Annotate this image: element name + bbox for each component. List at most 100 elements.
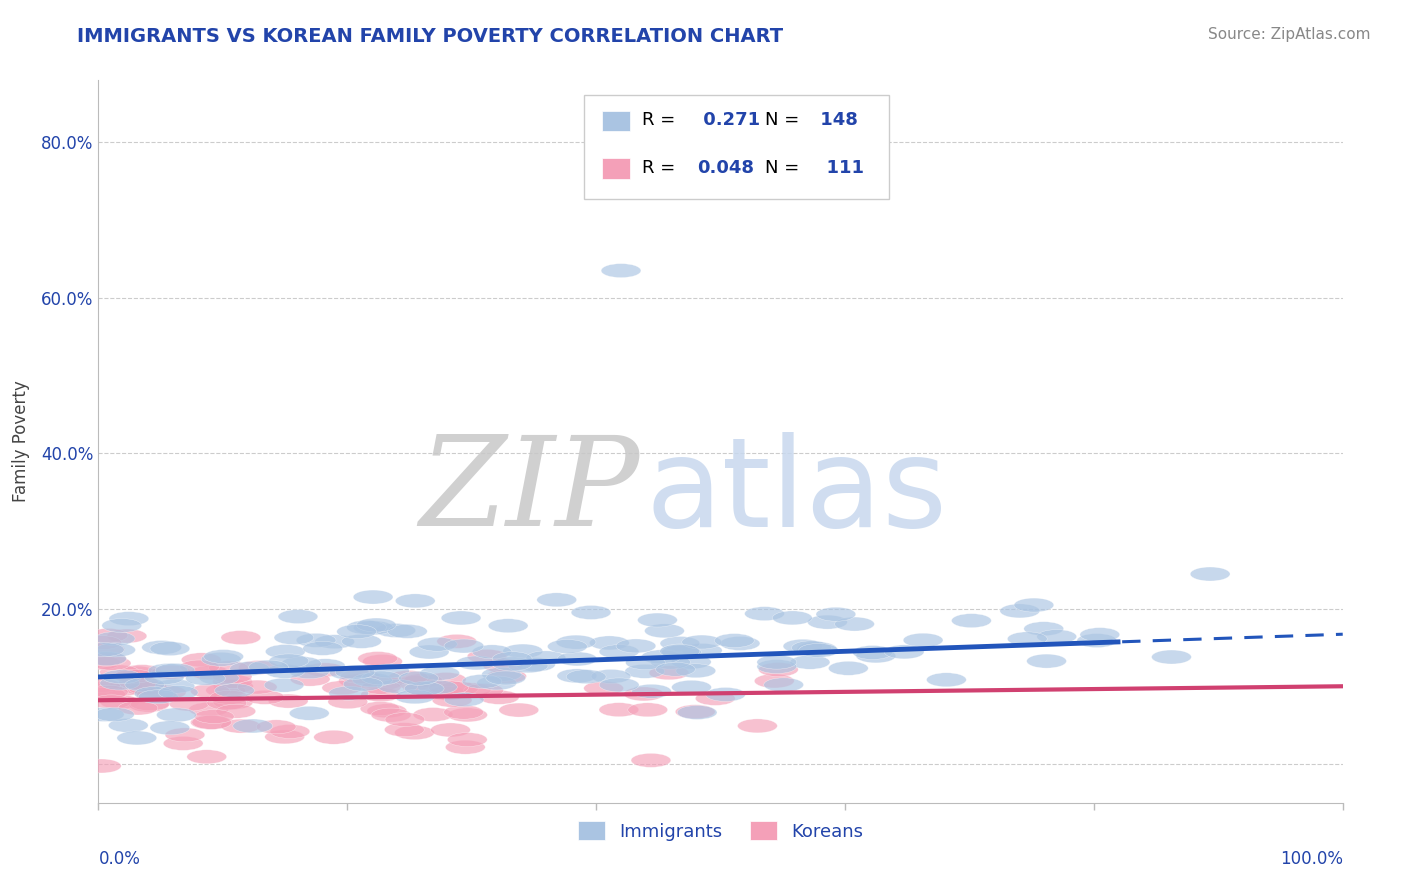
Ellipse shape — [214, 696, 253, 709]
Ellipse shape — [567, 670, 606, 683]
FancyBboxPatch shape — [583, 95, 889, 200]
Ellipse shape — [676, 664, 716, 678]
Ellipse shape — [297, 633, 336, 648]
Ellipse shape — [238, 680, 277, 694]
Ellipse shape — [245, 690, 284, 705]
Ellipse shape — [274, 631, 314, 645]
Ellipse shape — [756, 655, 797, 669]
Ellipse shape — [361, 688, 401, 702]
Ellipse shape — [557, 669, 596, 683]
Ellipse shape — [134, 687, 174, 700]
Text: R =: R = — [643, 159, 675, 177]
Ellipse shape — [87, 688, 127, 702]
Ellipse shape — [503, 644, 543, 658]
Ellipse shape — [108, 718, 148, 732]
Ellipse shape — [370, 664, 409, 678]
Ellipse shape — [86, 687, 125, 701]
Ellipse shape — [628, 703, 668, 717]
Ellipse shape — [446, 740, 485, 754]
Ellipse shape — [856, 648, 896, 663]
Ellipse shape — [339, 673, 378, 688]
Ellipse shape — [305, 663, 344, 677]
Ellipse shape — [599, 703, 638, 716]
Ellipse shape — [444, 706, 484, 719]
Ellipse shape — [101, 670, 142, 684]
Ellipse shape — [208, 661, 249, 675]
Ellipse shape — [661, 644, 700, 658]
Ellipse shape — [239, 660, 278, 674]
Ellipse shape — [682, 643, 723, 657]
Ellipse shape — [799, 643, 838, 657]
Ellipse shape — [194, 709, 235, 723]
Ellipse shape — [659, 644, 700, 658]
Ellipse shape — [420, 666, 460, 681]
Ellipse shape — [589, 636, 630, 650]
Ellipse shape — [807, 615, 848, 629]
Ellipse shape — [329, 665, 370, 680]
Text: 111: 111 — [814, 159, 863, 177]
Ellipse shape — [100, 665, 139, 679]
Ellipse shape — [616, 639, 655, 653]
Ellipse shape — [150, 721, 190, 735]
Ellipse shape — [792, 640, 831, 655]
Ellipse shape — [94, 707, 135, 722]
Ellipse shape — [404, 681, 443, 696]
Ellipse shape — [371, 708, 411, 722]
Ellipse shape — [557, 652, 598, 666]
Ellipse shape — [84, 707, 124, 722]
Ellipse shape — [169, 697, 209, 711]
Ellipse shape — [508, 659, 548, 673]
Ellipse shape — [659, 636, 700, 650]
Ellipse shape — [290, 665, 329, 679]
Ellipse shape — [557, 635, 596, 649]
Ellipse shape — [266, 645, 305, 658]
Ellipse shape — [89, 629, 128, 642]
Ellipse shape — [91, 657, 131, 670]
Ellipse shape — [138, 690, 179, 704]
Text: 0.048: 0.048 — [697, 159, 754, 177]
Ellipse shape — [122, 665, 162, 679]
Ellipse shape — [884, 645, 924, 659]
Ellipse shape — [903, 633, 943, 648]
Ellipse shape — [269, 694, 308, 708]
Ellipse shape — [429, 681, 468, 695]
Ellipse shape — [395, 594, 434, 607]
Ellipse shape — [641, 650, 681, 664]
Ellipse shape — [101, 618, 142, 632]
Ellipse shape — [212, 670, 252, 683]
Ellipse shape — [720, 636, 761, 650]
Ellipse shape — [204, 649, 243, 664]
Ellipse shape — [125, 678, 165, 691]
Ellipse shape — [314, 731, 353, 744]
Ellipse shape — [678, 706, 717, 720]
Ellipse shape — [626, 656, 665, 670]
Ellipse shape — [952, 614, 991, 628]
Ellipse shape — [602, 264, 641, 277]
Ellipse shape — [122, 681, 163, 695]
Ellipse shape — [599, 678, 640, 692]
Ellipse shape — [927, 673, 966, 687]
Ellipse shape — [672, 681, 711, 694]
Ellipse shape — [835, 617, 875, 631]
Ellipse shape — [180, 660, 219, 674]
Ellipse shape — [190, 665, 231, 680]
Ellipse shape — [418, 680, 457, 694]
Ellipse shape — [395, 726, 434, 739]
Ellipse shape — [118, 701, 157, 715]
Ellipse shape — [110, 612, 149, 625]
Ellipse shape — [84, 642, 125, 657]
Ellipse shape — [367, 704, 406, 718]
Ellipse shape — [1014, 599, 1053, 612]
Ellipse shape — [353, 621, 394, 635]
Text: 148: 148 — [814, 111, 858, 129]
Ellipse shape — [148, 664, 188, 677]
Ellipse shape — [96, 643, 135, 657]
Ellipse shape — [479, 690, 519, 705]
Ellipse shape — [146, 685, 186, 699]
Text: IMMIGRANTS VS KOREAN FAMILY POVERTY CORRELATION CHART: IMMIGRANTS VS KOREAN FAMILY POVERTY CORR… — [77, 27, 783, 45]
Ellipse shape — [191, 715, 232, 730]
Ellipse shape — [361, 681, 401, 694]
Ellipse shape — [463, 674, 502, 689]
Ellipse shape — [547, 640, 588, 654]
Ellipse shape — [624, 687, 664, 701]
